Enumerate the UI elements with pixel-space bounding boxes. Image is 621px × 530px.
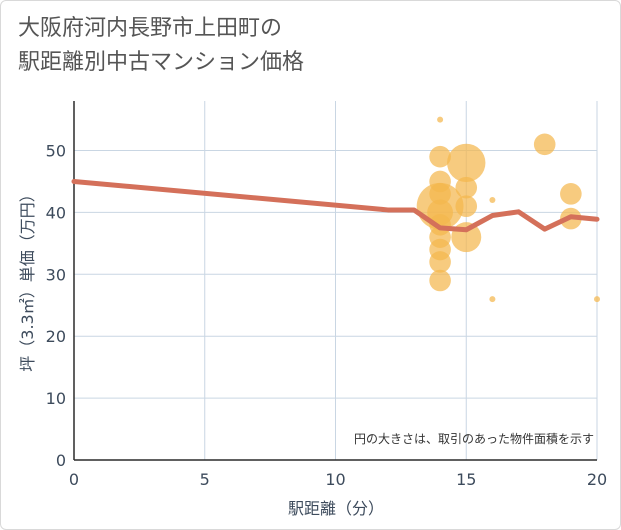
tick-layer: 0 10 20 30 40 50 0 5 10 15 20 — [46, 142, 608, 489]
y-tick-label: 40 — [46, 203, 66, 222]
series-line — [71, 178, 600, 233]
data-bubble — [455, 176, 478, 199]
x-tick-label: 5 — [200, 470, 210, 489]
data-bubble — [594, 296, 600, 303]
data-bubble — [533, 133, 556, 156]
data-bubble — [429, 145, 451, 168]
data-bubble — [560, 183, 582, 205]
x-tick-label: 15 — [456, 470, 476, 489]
x-tick-label: 20 — [587, 470, 607, 489]
data-bubble — [429, 251, 451, 273]
data-bubble — [429, 269, 451, 292]
bubble-size-note: 円の大きさは、取引のあった物件面積を示す — [354, 431, 594, 446]
x-axis-label: 駅距離（分） — [288, 499, 384, 518]
y-tick-label: 30 — [46, 265, 66, 284]
y-tick-label: 20 — [46, 327, 66, 346]
y-tick-label: 50 — [46, 142, 66, 161]
data-bubble — [489, 197, 496, 204]
y-tick-label: 0 — [56, 451, 66, 470]
bubble-layer — [416, 116, 600, 303]
data-bubble — [489, 296, 496, 303]
y-axis-label: 坪（3.3㎡）単価（万円） — [18, 186, 37, 371]
line-layer — [71, 178, 600, 233]
data-bubble — [437, 116, 444, 123]
data-bubble — [455, 195, 478, 218]
data-bubble — [447, 143, 486, 183]
x-tick-label: 10 — [325, 470, 345, 489]
y-tick-label: 10 — [46, 389, 66, 408]
x-tick-label: 0 — [69, 470, 79, 489]
chart-title-line-2: 駅距離別中古マンション価格 — [18, 50, 305, 75]
grid-layer — [73, 101, 598, 461]
chart-title: 大阪府河内長野市上田町の 駅距離別中古マンション価格 — [18, 12, 304, 80]
chart-title-line-1: 大阪府河内長野市上田町の — [18, 16, 283, 41]
